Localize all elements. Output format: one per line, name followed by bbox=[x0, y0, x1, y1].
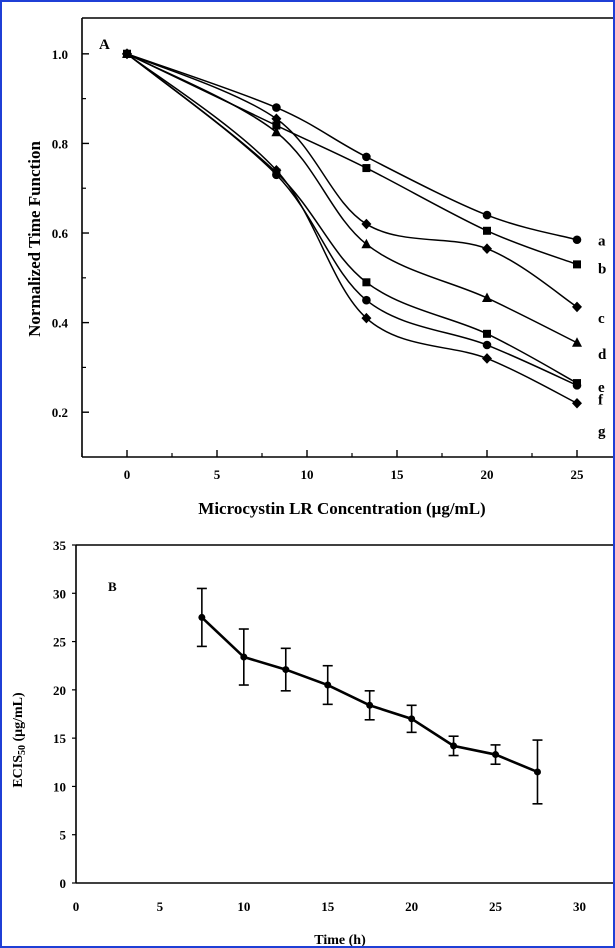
panel-a-point-g bbox=[572, 397, 582, 409]
panel-a-point-c bbox=[271, 113, 282, 125]
panel-a: ab c d efg 0 5 10 15 20 25 0.2 0.4 0.6 0.8 1.0 A Micr… bbox=[25, 17, 613, 518]
panel-a-point-d bbox=[361, 238, 372, 249]
panel-a-y-tick-label: 1.0 bbox=[52, 47, 68, 62]
panel-a-x-tick-label: 25 bbox=[571, 467, 585, 482]
panel-a-point-b bbox=[362, 164, 371, 173]
panel-a-series-label-c: c bbox=[598, 311, 605, 327]
panel-b-y-tick-label: 20 bbox=[53, 683, 66, 698]
panel-a-series-label-e: e bbox=[598, 380, 605, 396]
panel-b-x-tick-label: 30 bbox=[573, 899, 586, 914]
panel-a-series-label-g: g bbox=[598, 424, 606, 440]
panel-a-point-c bbox=[482, 243, 492, 254]
panel-b-point bbox=[533, 768, 541, 776]
panel-a-point-b bbox=[483, 226, 491, 235]
panel-b-ylabel: ECIS50 (μg/mL) bbox=[11, 692, 28, 788]
panel-b-x-tick-label: 25 bbox=[489, 899, 503, 914]
panel-b-x-tick-label: 15 bbox=[321, 899, 335, 914]
panel-a-x-tick-label: 0 bbox=[124, 467, 131, 482]
panel-a-y-tick-label: 0.8 bbox=[52, 136, 69, 151]
panel-a-point-d bbox=[271, 126, 282, 137]
panel-a-point-f bbox=[362, 295, 371, 305]
panel-a-point-b bbox=[573, 260, 581, 269]
panel-b-ylabel-main: ECIS bbox=[11, 755, 26, 788]
panel-a-series-label-d: d bbox=[598, 347, 607, 363]
panel-b-point bbox=[240, 653, 248, 661]
panel-a-point-c bbox=[361, 218, 372, 230]
panel-a-point-d bbox=[572, 337, 582, 347]
panel-b-x-tick-label: 20 bbox=[405, 899, 418, 914]
panel-b-point bbox=[450, 742, 458, 750]
panel-a-point-c bbox=[572, 301, 582, 313]
panel-a-label: A bbox=[99, 37, 110, 53]
panel-a-point-g bbox=[482, 353, 492, 364]
panel-b-point bbox=[198, 613, 206, 621]
panel-a-curve-f bbox=[126, 53, 578, 387]
panel-b: 0 5 10 15 20 25 30 0 5 10 15 20 25 30 35 B Time (h) EC… bbox=[11, 538, 613, 946]
panel-b-label: B bbox=[108, 579, 117, 594]
panel-a-point-e bbox=[483, 329, 491, 338]
panel-a-series-label-b: b bbox=[598, 261, 606, 277]
panel-a-point-g bbox=[122, 48, 132, 60]
panel-b-y-tick-label: 0 bbox=[60, 876, 67, 891]
panel-a-point-b bbox=[272, 121, 281, 130]
panel-a-point-a bbox=[362, 152, 371, 162]
panel-b-point bbox=[492, 751, 500, 759]
panel-a-x-tick-label: 5 bbox=[214, 467, 221, 482]
panel-a-point-g bbox=[361, 312, 372, 324]
panel-b-ylabel-unit: (μg/mL) bbox=[11, 692, 26, 745]
panel-a-point-a bbox=[272, 103, 281, 112]
panel-a-y-tick-label: 0.6 bbox=[52, 226, 69, 241]
panel-b-ylabel-sub: 50 bbox=[17, 745, 28, 755]
panel-a-y-tick-label: 0.4 bbox=[52, 316, 69, 331]
panel-a-point-a bbox=[482, 210, 492, 220]
panel-b-point bbox=[282, 666, 290, 674]
panel-b-xlabel: Time (h) bbox=[314, 933, 366, 946]
panel-a-y-tick-label: 0.2 bbox=[52, 405, 68, 420]
panel-b-x-tick-label: 0 bbox=[73, 899, 80, 914]
panel-b-x-tick-label: 10 bbox=[237, 899, 250, 914]
panel-a-point-e bbox=[362, 278, 371, 287]
panel-a-curve-c bbox=[126, 53, 578, 308]
panel-a-ylabel: Normalized Time Function bbox=[25, 141, 44, 337]
panel-b-y-tick-label: 25 bbox=[53, 635, 67, 650]
panel-a-x-tick-label: 15 bbox=[391, 467, 405, 482]
panel-b-y-tick-label: 30 bbox=[53, 586, 66, 601]
panel-b-x-tick-label: 5 bbox=[157, 899, 164, 914]
panel-a-point-a bbox=[572, 235, 582, 245]
panel-b-y-tick-label: 10 bbox=[53, 779, 66, 794]
panel-b-point bbox=[408, 715, 416, 723]
panel-a-xlabel: Microcystin LR Concentration (μg/mL) bbox=[198, 499, 485, 518]
panel-a-point-d bbox=[482, 292, 492, 302]
panel-a-x-tick-label: 20 bbox=[481, 467, 494, 482]
panel-b-point bbox=[324, 681, 332, 689]
panel-b-y-tick-label: 15 bbox=[53, 731, 67, 746]
panel-a-curve-e bbox=[126, 53, 578, 384]
panel-a-point-g bbox=[271, 165, 282, 176]
panel-a-point-f bbox=[572, 381, 582, 390]
panel-b-y-tick-label: 35 bbox=[53, 538, 67, 553]
panel-b-point bbox=[366, 701, 374, 709]
panel-b-y-tick-label: 5 bbox=[60, 828, 67, 843]
panel-a-point-f bbox=[482, 340, 492, 350]
panel-a-x-tick-label: 10 bbox=[301, 467, 314, 482]
panel-a-series-label-a: a bbox=[598, 234, 606, 250]
panel-a-series-label-f: f bbox=[598, 392, 604, 408]
panel-a-curve-d bbox=[126, 53, 578, 344]
panel-a-curve-g bbox=[126, 53, 578, 404]
